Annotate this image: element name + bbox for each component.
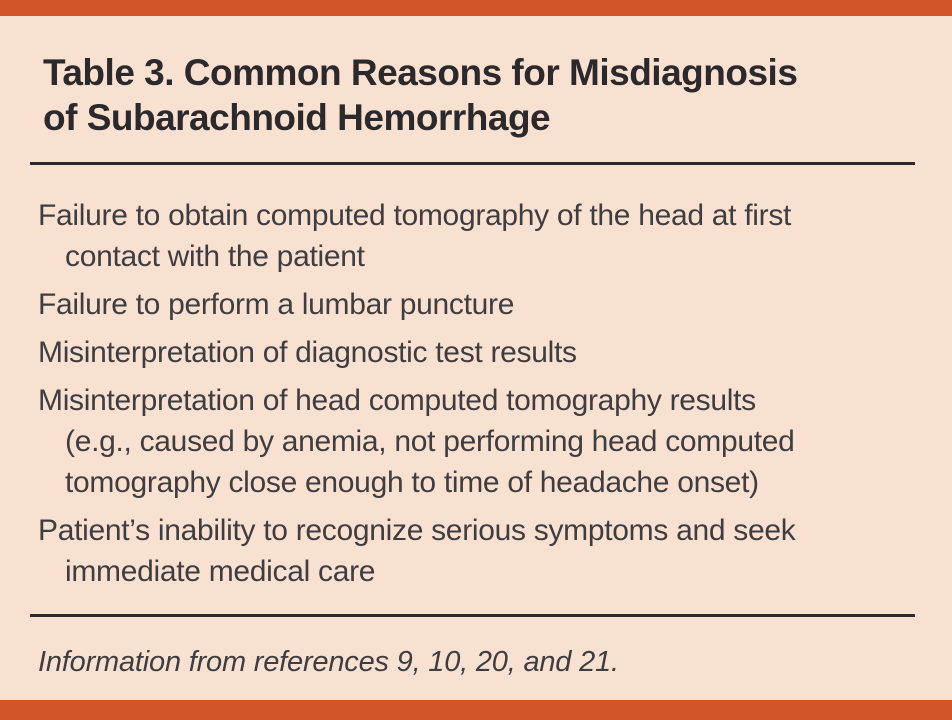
source-divider (30, 614, 915, 617)
reason-item: Misinterpretation of head computed tomog… (38, 384, 795, 499)
bottom-accent-bar (0, 700, 952, 720)
top-accent-bar (0, 0, 952, 16)
reason-item: Failure to obtain computed tomography of… (38, 199, 792, 273)
reason-item: Patient’s inability to recognize serious… (38, 514, 796, 588)
title-divider (30, 162, 915, 165)
reason-item: Misinterpretation of diagnostic test res… (38, 336, 577, 369)
table-content: Table 3. Common Reasons for Misdiagnosis… (0, 16, 952, 681)
reason-item: Failure to perform a lumbar puncture (38, 288, 515, 321)
source-note: Information from references 9, 10, 20, a… (38, 646, 619, 678)
table-title: Table 3. Common Reasons for Misdiagnosis… (43, 52, 798, 138)
reasons-list: Failure to obtain computed tomography of… (38, 195, 912, 592)
